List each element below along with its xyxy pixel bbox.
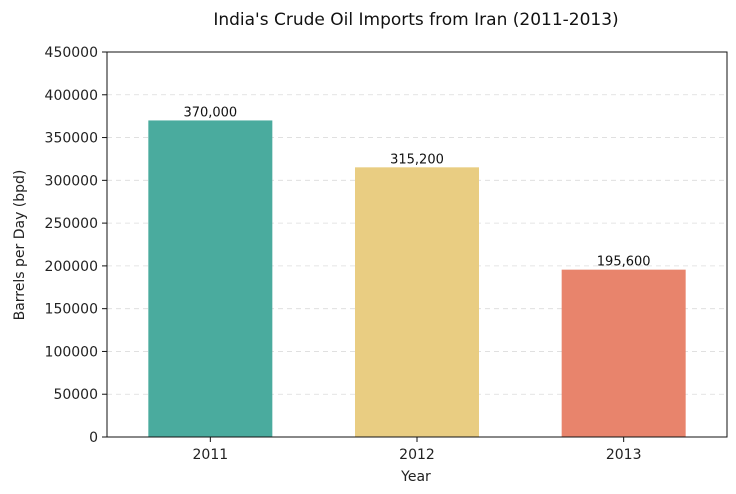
chart-title: India's Crude Oil Imports from Iran (201… [213, 10, 618, 30]
y-tick-label: 150000 [45, 302, 98, 318]
y-tick-label: 300000 [45, 173, 98, 189]
y-tick-label: 350000 [45, 131, 98, 147]
data-label-2011: 370,000 [183, 105, 237, 120]
bars [148, 120, 686, 437]
x-axis-title: Year [400, 469, 431, 485]
data-labels: 370,000 315,200 195,600 [183, 105, 650, 269]
bar-2011 [148, 120, 273, 437]
y-tick-label: 250000 [45, 216, 98, 232]
y-tick-label: 100000 [45, 344, 98, 360]
bar-2012 [355, 167, 479, 437]
bar-2013 [561, 269, 686, 437]
x-axis-ticks: 2011 2012 2013 [193, 437, 642, 463]
y-tick-label: 50000 [53, 387, 98, 403]
y-axis-ticks: 0 50000 100000 150000 200000 250000 300000 3500… [45, 45, 107, 446]
data-label-2012: 315,200 [390, 152, 444, 167]
x-tick-label-2012: 2012 [399, 447, 435, 463]
x-tick-label-2011: 2011 [193, 447, 229, 463]
y-axis-title: Barrels per Day (bpd) [12, 170, 28, 321]
y-tick-label: 0 [89, 430, 98, 446]
y-tick-label: 400000 [45, 88, 98, 104]
data-label-2013: 195,600 [597, 255, 651, 270]
y-tick-label: 450000 [45, 45, 98, 61]
x-tick-label-2013: 2013 [606, 447, 642, 463]
y-tick-label: 200000 [45, 259, 98, 275]
